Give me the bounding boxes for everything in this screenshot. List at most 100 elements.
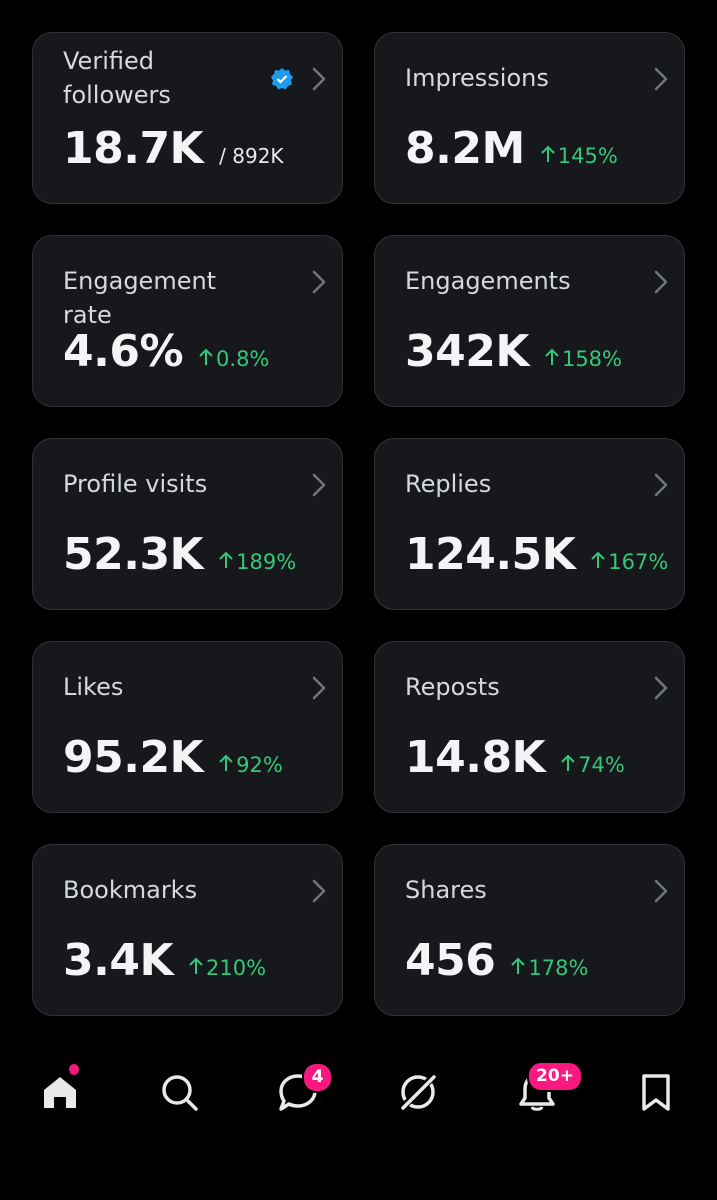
metric-change: 145%	[541, 144, 618, 168]
metric-row: 4.6% 0.8%	[63, 326, 269, 378]
chevron-wrap	[312, 676, 326, 704]
chevron	[654, 67, 668, 91]
metric-card[interactable]: Likes 95.2K 92%	[32, 641, 343, 813]
up-arrow	[219, 754, 233, 771]
up-arrow	[219, 551, 233, 568]
bookmarks-icon	[642, 1074, 670, 1111]
metric-card[interactable]: Shares 456 178%	[374, 844, 685, 1016]
metric-value: 8.2M	[405, 123, 525, 174]
metric-value: 3.4K	[63, 935, 174, 986]
unread-dot	[69, 1064, 79, 1074]
change-text: 158%	[561, 347, 622, 371]
metric-change: 210%	[189, 956, 266, 980]
change-text: 189%	[236, 550, 297, 574]
metric-value: 124.5K	[405, 529, 576, 580]
metric-row: 342K 158%	[405, 326, 622, 378]
messages-tab[interactable]: 4	[278, 1062, 333, 1112]
change-text: 178%	[528, 956, 589, 980]
metric-value: 456	[405, 935, 496, 986]
metric-label: Engagements	[405, 267, 571, 295]
chevron	[312, 879, 326, 903]
metric-row: 3.4K 210%	[63, 935, 266, 987]
metric-label: Engagement rate	[63, 267, 217, 329]
metric-label: Impressions	[405, 64, 549, 92]
metric-value: 342K	[405, 326, 529, 377]
chevron	[654, 270, 668, 294]
metric-change: 178%	[511, 956, 588, 980]
change-text: 0.8%	[216, 347, 270, 371]
metric-row: 456 178%	[405, 935, 588, 987]
metric-change: 74%	[561, 753, 625, 777]
change-text: 145%	[557, 144, 618, 168]
change-text: 74%	[578, 753, 625, 777]
metric-value: 52.3K	[63, 529, 204, 580]
up-arrow	[591, 551, 605, 568]
chevron	[654, 473, 668, 497]
metric-label: Profile visits	[63, 470, 208, 498]
metric-row: 52.3K 189%	[63, 529, 296, 581]
notifications-tab[interactable]: 20+	[517, 1061, 583, 1112]
metric-label: Replies	[405, 470, 492, 498]
metric-row: 95.2K 92%	[63, 732, 283, 784]
metric-card[interactable]: Verified followers 18.7K / 892K	[32, 32, 343, 204]
up-arrow	[545, 348, 559, 365]
metric-label: Bookmarks	[63, 876, 198, 904]
metric-label: Shares	[405, 876, 487, 904]
up-arrow	[199, 348, 213, 365]
metric-change: 92%	[219, 753, 283, 777]
metric-label: Likes	[63, 673, 124, 701]
metric-card[interactable]: Profile visits 52.3K 189%	[32, 438, 343, 610]
metric-change: 0.8%	[199, 347, 269, 371]
change-text: 210%	[206, 956, 267, 980]
metric-row: 124.5K 167%	[405, 529, 668, 581]
verified-icon	[270, 67, 294, 95]
metric-card[interactable]: Impressions 8.2M 145%	[374, 32, 685, 204]
metric-card[interactable]: Engagements 342K 158%	[374, 235, 685, 407]
metric-card[interactable]: Engagement rate 4.6% 0.8%	[32, 235, 343, 407]
notifications-badge: 20+	[527, 1061, 583, 1092]
home-icon	[44, 1065, 79, 1108]
chevron	[312, 67, 326, 91]
chevron	[654, 879, 668, 903]
chevron-wrap	[312, 879, 326, 907]
grok-tab[interactable]	[398, 1072, 438, 1112]
chevron	[312, 473, 326, 497]
up-arrow	[541, 145, 555, 162]
chevron	[312, 270, 326, 294]
search-icon	[162, 1075, 198, 1111]
messages-badge: 4	[302, 1062, 333, 1093]
up-arrow	[189, 957, 203, 974]
up-arrow	[561, 754, 575, 771]
chevron-wrap	[312, 270, 326, 298]
metric-row: 14.8K 74%	[405, 732, 625, 784]
chevron-wrap	[654, 676, 668, 704]
bookmarks-tab[interactable]	[636, 1072, 676, 1112]
chevron	[312, 676, 326, 700]
metric-row: 8.2M 145%	[405, 123, 618, 175]
grok-icon	[398, 1072, 438, 1112]
change-text: 167%	[608, 550, 669, 574]
metric-card[interactable]: Replies 124.5K 167%	[374, 438, 685, 610]
metric-value: 14.8K	[405, 732, 546, 783]
home-tab[interactable]	[40, 1064, 80, 1112]
metric-value: 18.7K	[63, 123, 204, 174]
chevron-wrap	[312, 67, 326, 95]
metric-row: 18.7K / 892K	[63, 123, 284, 175]
metric-label: Verified followers	[63, 47, 171, 109]
up-arrow	[511, 957, 526, 974]
metric-total: / 892K	[219, 144, 284, 168]
metric-value: 95.2K	[63, 732, 204, 783]
metric-value: 4.6%	[63, 326, 184, 377]
metric-change: 189%	[219, 550, 296, 574]
metric-change: 158%	[545, 347, 622, 371]
change-text: 92%	[236, 753, 283, 777]
chevron	[654, 676, 668, 700]
verified-badge	[271, 68, 293, 90]
chevron-wrap	[654, 67, 668, 95]
metric-card[interactable]: Bookmarks 3.4K 210%	[32, 844, 343, 1016]
metric-card[interactable]: Reposts 14.8K 74%	[374, 641, 685, 813]
search-tab[interactable]	[159, 1072, 199, 1112]
chevron-wrap	[654, 473, 668, 501]
chevron-wrap	[654, 879, 668, 907]
